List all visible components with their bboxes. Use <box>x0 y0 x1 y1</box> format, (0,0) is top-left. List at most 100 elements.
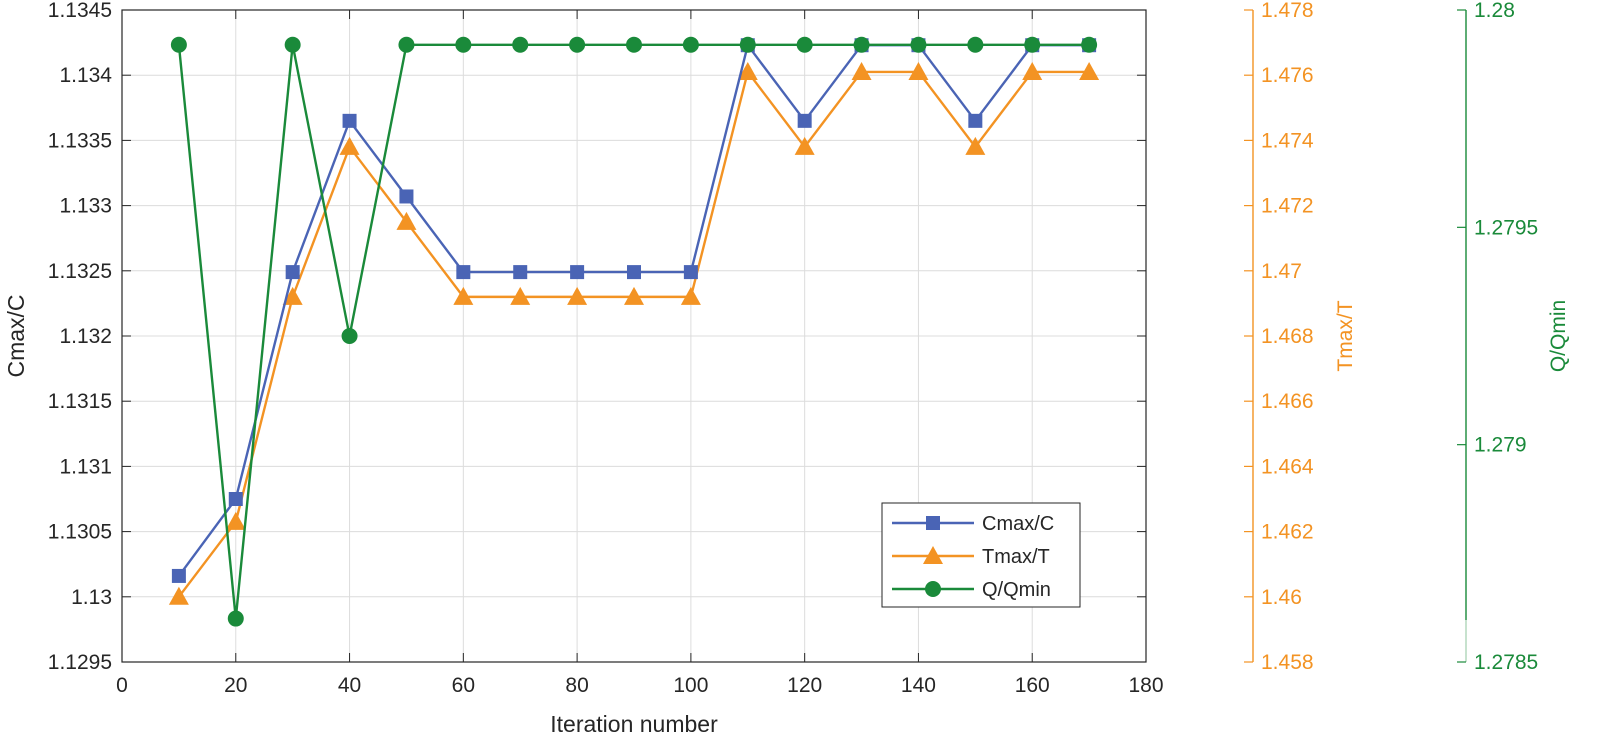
point-cmax-c <box>171 568 186 583</box>
point-tmax-t <box>965 136 986 155</box>
point-tmax-t <box>851 61 872 80</box>
point-q-qmin <box>455 36 472 53</box>
legend-marker-cmax-c <box>926 516 940 530</box>
y-right2-tick-label: 1.279 <box>1474 434 1527 457</box>
point-q-qmin <box>284 36 301 53</box>
y-left-tick-label: 1.134 <box>59 64 112 87</box>
point-q-qmin <box>398 36 415 53</box>
series-line-cmax-c <box>177 44 1090 577</box>
point-cmax-c <box>228 492 243 506</box>
y-right2-axis-label: Q/Qmin <box>1547 300 1570 372</box>
point-cmax-c <box>342 113 357 128</box>
point-q-qmin <box>569 36 586 53</box>
x-tick-label: 0 <box>116 674 128 697</box>
y-left-tick-label: 1.133 <box>59 195 112 218</box>
point-tmax-t <box>680 286 701 305</box>
point-tmax-t <box>396 211 417 230</box>
y-right2-tick-label: 1.2785 <box>1474 651 1538 674</box>
point-tmax-t <box>908 61 929 80</box>
series-tmax-t <box>168 61 1100 605</box>
y-right1-axis-label: Tmax/T <box>1334 300 1357 371</box>
point-tmax-t <box>1079 61 1100 80</box>
y-left-tick-label: 1.132 <box>59 325 112 348</box>
y-left-tick-label: 1.1335 <box>48 129 112 152</box>
y-right1-tick-label: 1.47 <box>1261 260 1302 283</box>
y-left-tick-label: 1.1325 <box>48 260 112 283</box>
y-right1-tick-label: 1.462 <box>1261 521 1314 544</box>
point-tmax-t <box>1022 61 1043 80</box>
y-right1-tick-label: 1.46 <box>1261 586 1302 609</box>
point-q-qmin <box>967 36 984 53</box>
point-cmax-c <box>456 265 471 280</box>
legend-marker-q-qmin <box>925 581 941 597</box>
point-cmax-c <box>968 113 983 128</box>
y-right1-tick-label: 1.472 <box>1261 195 1314 218</box>
point-tmax-t <box>624 286 644 305</box>
point-cmax-c <box>513 265 528 280</box>
point-q-qmin <box>227 610 244 627</box>
point-q-qmin <box>796 36 813 53</box>
x-tick-label: 60 <box>452 674 475 697</box>
y-right1-tick-label: 1.464 <box>1261 455 1314 478</box>
point-cmax-c <box>797 113 812 128</box>
point-q-qmin <box>910 36 927 53</box>
y-right2-tick-label: 1.28 <box>1474 0 1515 22</box>
y-right1-tick-label: 1.468 <box>1261 325 1314 348</box>
y-left-tick-label: 1.13 <box>71 586 112 609</box>
y-right2-tick-label: 1.2795 <box>1474 216 1538 239</box>
x-tick-label: 160 <box>1015 674 1050 697</box>
point-tmax-t <box>510 286 531 305</box>
point-tmax-t <box>453 286 474 305</box>
point-tmax-t <box>282 286 303 305</box>
point-tmax-t <box>339 136 360 155</box>
axes-layer: 0 20 40 60 80 100 120 140 160 180 Iteration number… <box>3 0 1570 737</box>
y-left-tick-label: 1.1315 <box>48 390 112 413</box>
x-axis-label: Iteration number <box>550 711 718 737</box>
x-tick-label: 80 <box>565 674 588 697</box>
legend-label-tmax-t: Tmax/T <box>982 546 1050 568</box>
x-tick-label: 140 <box>901 674 936 697</box>
y-left-tick-label: 1.1305 <box>48 521 112 544</box>
point-cmax-c <box>285 265 300 280</box>
y-right1-tick-label: 1.474 <box>1261 129 1314 152</box>
y-right1-tick-label: 1.478 <box>1261 0 1314 22</box>
point-tmax-t <box>737 61 758 80</box>
y-right1-tick-label: 1.476 <box>1261 64 1314 87</box>
y-left-tick-label: 1.131 <box>59 455 112 478</box>
point-q-qmin <box>853 36 870 53</box>
point-cmax-c <box>627 265 641 280</box>
point-q-qmin <box>341 328 358 344</box>
point-cmax-c <box>570 265 585 280</box>
point-cmax-c <box>399 189 414 204</box>
x-tick-label: 100 <box>673 674 708 697</box>
legend-label-q-qmin: Q/Qmin <box>982 579 1051 601</box>
point-q-qmin <box>170 36 187 53</box>
point-q-qmin <box>1024 36 1041 53</box>
point-q-qmin <box>626 36 642 53</box>
y-left-tick-label: 1.1345 <box>48 0 112 22</box>
series-layer <box>168 36 1100 627</box>
point-tmax-t <box>225 511 246 530</box>
legend-marker-tmax-t <box>923 546 943 564</box>
point-q-qmin <box>682 36 699 53</box>
y-left-axis-label: Cmax/C <box>3 294 29 377</box>
y-right1-tick-label: 1.458 <box>1261 651 1314 674</box>
legend-label-cmax-c: Cmax/C <box>982 513 1054 535</box>
point-cmax-c <box>683 265 698 280</box>
legend-layer: Cmax/C Tmax/T Q/Qmin <box>881 502 1081 608</box>
point-tmax-t <box>567 286 588 305</box>
y-left-tick-label: 1.1295 <box>48 651 112 674</box>
x-tick-label: 180 <box>1128 674 1163 697</box>
x-tick-label: 120 <box>787 674 822 697</box>
series-q-qmin <box>170 36 1098 627</box>
x-tick-label: 20 <box>224 674 247 697</box>
point-tmax-t <box>794 136 815 155</box>
point-q-qmin <box>512 36 529 53</box>
x-tick-label: 40 <box>338 674 361 697</box>
point-q-qmin <box>1081 36 1098 53</box>
y-right1-tick-label: 1.466 <box>1261 390 1314 413</box>
point-q-qmin <box>739 36 756 53</box>
series-cmax-c <box>171 38 1097 583</box>
